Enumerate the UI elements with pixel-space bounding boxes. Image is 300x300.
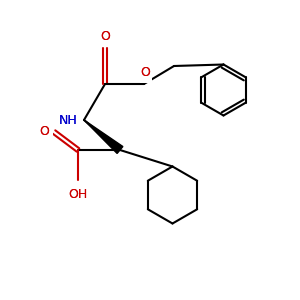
Text: O: O — [100, 31, 110, 44]
FancyBboxPatch shape — [70, 183, 86, 195]
Text: OH: OH — [68, 188, 88, 200]
Text: NH: NH — [59, 113, 78, 127]
FancyBboxPatch shape — [65, 114, 82, 126]
FancyBboxPatch shape — [40, 126, 52, 138]
Text: O: O — [141, 66, 150, 79]
Text: OH: OH — [68, 188, 88, 200]
Polygon shape — [84, 120, 123, 154]
Text: O: O — [40, 125, 50, 139]
FancyBboxPatch shape — [98, 34, 112, 46]
Text: O: O — [40, 125, 50, 139]
FancyBboxPatch shape — [140, 72, 152, 83]
Text: O: O — [141, 66, 150, 79]
Text: O: O — [100, 31, 110, 44]
Text: NH: NH — [59, 113, 78, 127]
